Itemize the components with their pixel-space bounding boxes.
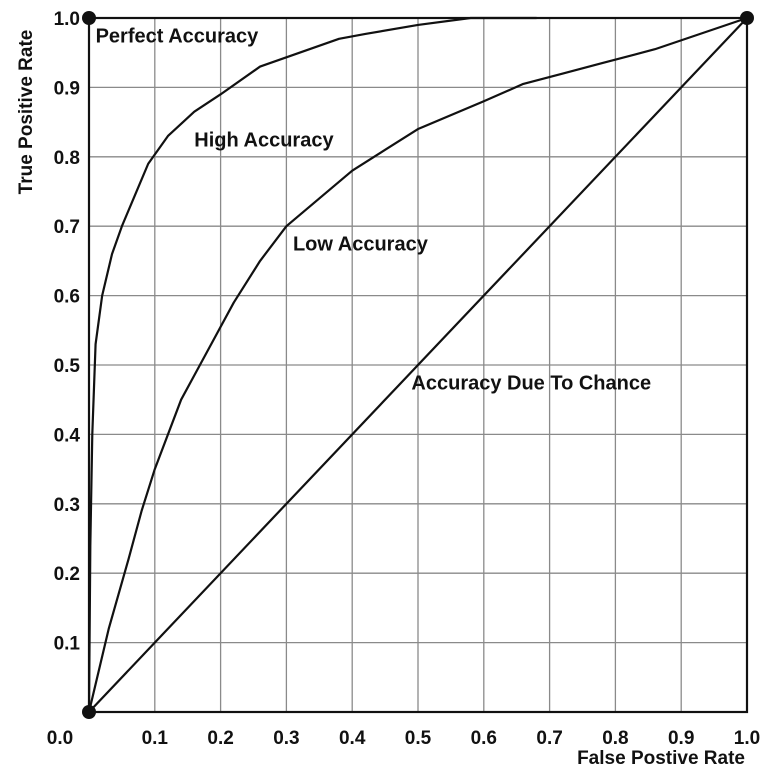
- curve-annotation: Perfect Accuracy: [96, 25, 260, 47]
- data-point-marker: [82, 705, 96, 719]
- y-tick-label: 0.4: [54, 425, 81, 446]
- y-tick-label: 0.2: [54, 564, 80, 585]
- plot-border: [87, 16, 749, 714]
- y-tick-label: 0.7: [54, 217, 80, 238]
- x-tick-labels: 0.0 0.1 0.2 0.3 0.4 0.5 0.6 0.7 0.8 0.9 1.0: [47, 728, 760, 749]
- series-line-2: [87, 16, 749, 714]
- data-point-marker: [82, 11, 96, 25]
- x-tick-label: 0.7: [536, 728, 562, 749]
- x-tick-label: 0.6: [471, 728, 497, 749]
- y-tick-label: 0.9: [54, 78, 80, 99]
- x-tick-label: 0.8: [602, 728, 628, 749]
- y-tick-label: 0.1: [54, 634, 81, 655]
- y-axis-title: True Positive Rate: [16, 30, 37, 195]
- series-group: [87, 16, 749, 714]
- curve-annotation: Accuracy Due To Chance: [411, 372, 651, 394]
- curve-annotation: Low Accuracy: [293, 233, 429, 255]
- x-tick-label: 0.9: [668, 728, 694, 749]
- x-tick-label: 0.5: [405, 728, 432, 749]
- x-tick-label: 0.4: [339, 728, 366, 749]
- x-tick-label: 0.2: [207, 728, 233, 749]
- y-tick-label: 0.5: [54, 356, 81, 377]
- plot-frame: [87, 16, 749, 714]
- y-tick-label: 0.8: [54, 148, 80, 169]
- series-line-3: [87, 16, 749, 714]
- marker-group: [82, 11, 754, 719]
- x-tick-label: 1.0: [734, 728, 760, 749]
- x-tick-label: 0.1: [142, 728, 169, 749]
- annotations: Perfect Accuracy High Accuracy Low Accurac…: [96, 25, 652, 394]
- x-tick-label: 0.0: [47, 728, 73, 749]
- x-tick-label: 0.3: [273, 728, 299, 749]
- x-axis-title: False Postive Rate: [577, 748, 745, 768]
- y-tick-label: 0.3: [54, 495, 80, 516]
- data-point-marker: [740, 11, 754, 25]
- y-tick-label: 0.6: [54, 287, 80, 308]
- y-tick-labels: 0.1 0.2 0.3 0.4 0.5 0.6 0.7 0.8 0.9 1.0: [54, 9, 81, 655]
- curve-annotation: High Accuracy: [194, 129, 334, 151]
- y-tick-label: 1.0: [54, 9, 80, 30]
- series-line-1: [87, 16, 538, 714]
